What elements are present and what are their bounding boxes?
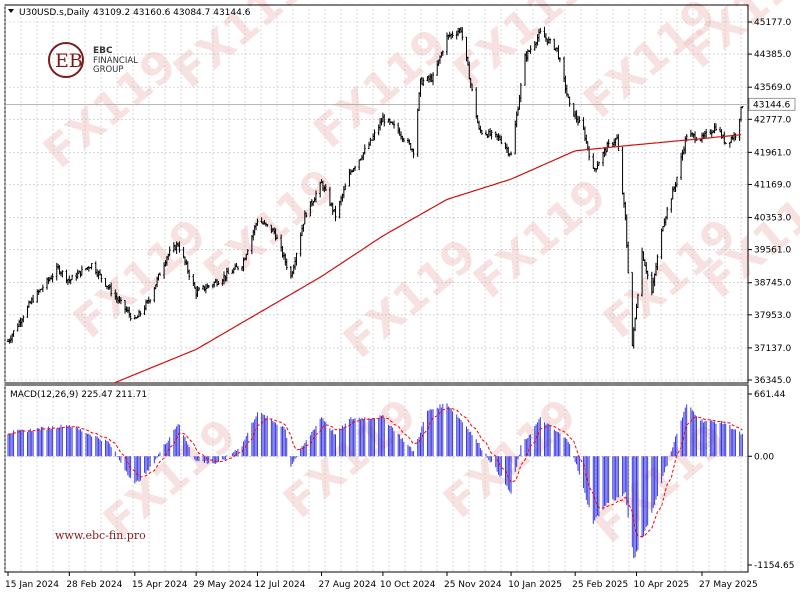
website-text: www.ebc-fin.pro [55,529,146,542]
chart-menu-triangle-icon[interactable] [8,9,14,13]
x-tick-label: 10 Jan 2025 [508,580,562,590]
y-tick-label: 43569.0 [754,83,791,93]
fx119-watermark: FX119 [464,169,616,308]
price-series [7,26,744,383]
last-price-label: 43144.6 [753,100,790,110]
y-tick-label: 42777.0 [754,115,791,125]
logo-circle-icon [48,42,84,78]
x-tick-label: 25 Nov 2024 [444,580,502,590]
y-tick-label: 37137.0 [754,344,791,354]
x-axis-labels: 15 Jan 2024 28 Feb 2024 15 Apr 2024 29 May … [5,572,758,590]
y-tick-label: 38745.0 [754,279,791,289]
ebc-logo: EB EBC FINANCIAL GROUP [48,42,138,78]
macd-y-tick-label: 661.44 [754,390,786,400]
macd-signal-line [7,407,743,538]
ohlc-readout: 43109.2 43160.6 43084.7 43144.6 [93,8,251,18]
x-tick-label: 10 Oct 2024 [380,580,436,590]
fx119-watermark: FX119 [274,389,426,528]
logo-line-1: EBC [93,46,113,56]
y-tick-label: 40353.0 [754,214,791,224]
macd-title: MACD(12,26,9) 225.47 211.71 [10,390,147,400]
macd-series [7,403,743,559]
fx119-watermark: FX119 [304,19,456,158]
macd-y-tick-label: -1154.65 [754,561,794,571]
x-tick-label: 27 Aug 2024 [319,580,377,590]
fx119-watermark: FX119 [194,159,346,298]
y-tick-label: 45177.0 [754,18,791,28]
x-tick-label: 29 May 2024 [193,580,252,590]
x-tick-label: 27 May 2025 [699,580,758,590]
logo-line-3: GROUP [93,65,124,75]
y-tick-label: 41169.0 [754,180,791,190]
y-tick-label: 39561.0 [754,246,791,256]
macd-y-tick-label: 0.00 [754,452,774,462]
logo-monogram-icon: EB [55,50,83,72]
x-tick-label: 15 Jan 2024 [5,580,59,590]
chart-title: U30USD.s,Daily [19,8,90,18]
x-tick-label: 28 Feb 2024 [66,580,122,590]
y-tick-label: 44385.0 [754,50,791,60]
y-tick-label: 36345.0 [754,376,791,386]
last-price-box [748,97,796,111]
y-tick-label: 41961.0 [754,148,791,158]
y-axis-labels: 45177.0 44385.0 43569.0 42777.0 41961.0 41169… [748,18,794,571]
moving-average-line [112,134,742,383]
grid-lines [4,5,748,572]
x-tick-label: 12 Jul 2024 [254,580,305,590]
last-price-marker: 43144.6 [748,97,796,111]
logo-line-2: FINANCIAL [93,56,138,66]
x-tick-label: 15 Apr 2024 [132,580,188,590]
x-tick-label: 10 Apr 2025 [634,580,690,590]
y-tick-label: 37953.0 [754,311,791,321]
x-tick-label: 25 Feb 2025 [572,580,628,590]
